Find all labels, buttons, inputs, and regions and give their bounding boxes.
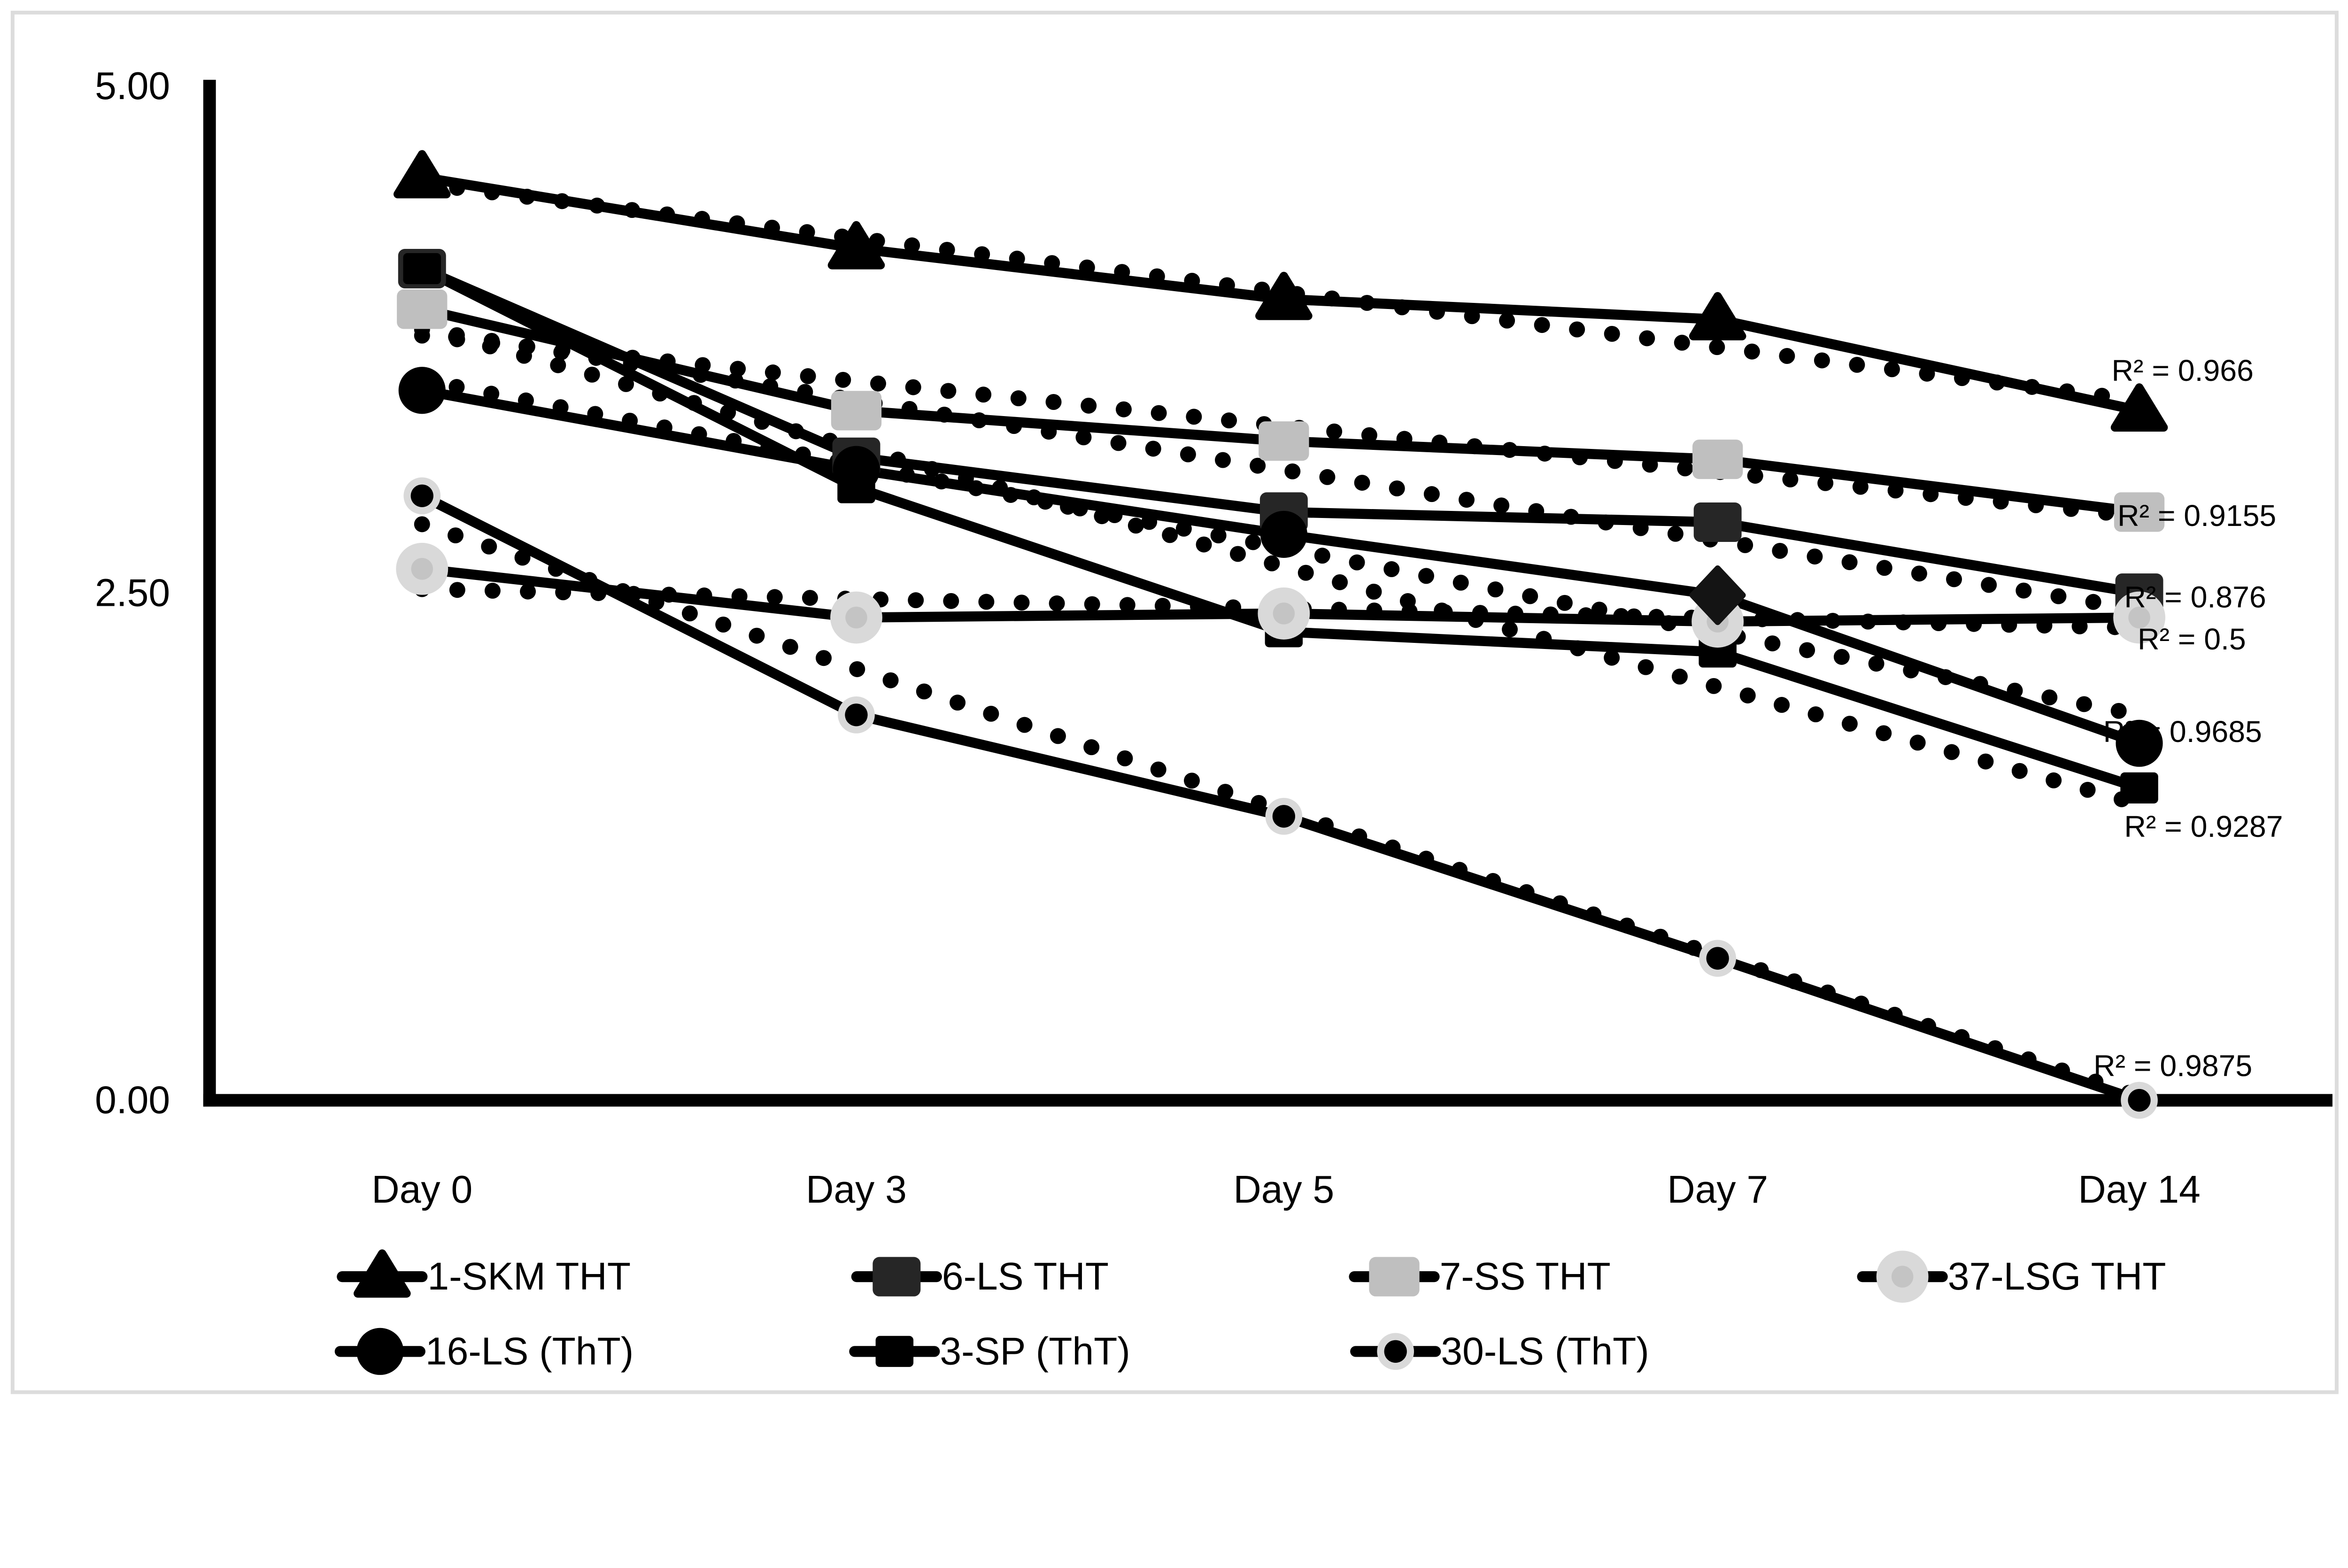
r2-annotation-30-LS (ThT): R² = 0.9875	[2093, 1049, 2252, 1083]
legend-label-30-LS (ThT): 30-LS (ThT)	[1441, 1330, 1649, 1373]
marker-1-SKM THT-Day 5	[1255, 271, 1313, 320]
marker-16-LS (ThT)-Day 0	[398, 367, 446, 414]
r2-annotation-7-SS THT: R² = 0.9155	[2117, 499, 2276, 533]
y-axis-line	[203, 79, 216, 1107]
marker-30-LS (ThT)-Day 3	[838, 696, 875, 734]
marker-16-LS (ThT)-Day 5	[1260, 510, 1307, 558]
marker-legend-3-SP (ThT)	[875, 1336, 914, 1367]
marker-legend-37-LSG THT	[1876, 1251, 1929, 1303]
r-squared-annotations: R² = 0.966 R² = 0.876 R² = 0.9155 R² = 0.5 R…	[2093, 354, 2283, 1083]
figure-border	[10, 10, 2339, 1394]
marker-7-SS THT-Day 14	[2114, 492, 2165, 532]
chart-legend: 1-SKM THT 6-LS THT 7-SS THT 37-LSG THT 16-LS…	[334, 1249, 2166, 1375]
marker-1-SKM THT-Day 0	[393, 150, 451, 199]
legend-label-16-LS (ThT): 16-LS (ThT)	[425, 1330, 633, 1373]
marker-7-SS THT-Day 5	[1259, 421, 1309, 461]
marker-7-SS THT-Day 0	[397, 289, 448, 329]
marker-1-SKM THT-Day 3	[827, 221, 885, 270]
legend-item-7-SS THT: 7-SS THT	[1349, 1255, 1611, 1298]
x-category-label-Day 5: Day 5	[1233, 1168, 1334, 1211]
legend-item-30-LS (ThT): 30-LS (ThT)	[1350, 1330, 1649, 1373]
marker-37-LSG THT-Day 5	[1258, 587, 1310, 640]
marker-37-LSG THT-Day 3	[830, 591, 882, 644]
marker-30-LS (ThT)-Day 0	[403, 477, 441, 515]
legend-label-37-LSG THT: 37-LSG THT	[1948, 1255, 2166, 1298]
x-axis-line	[203, 1094, 2333, 1107]
marker-30-LS (ThT)-Day 5	[1265, 797, 1303, 835]
marker-legend-30-LS (ThT)	[1377, 1333, 1414, 1370]
r2-annotation-6-LS THT: R² = 0.876	[2124, 580, 2266, 614]
marker-16-LS (ThT)-Day 14	[2116, 719, 2163, 767]
marker-legend-7-SS THT	[1369, 1257, 1420, 1297]
marker-37-LSG THT-Day 0	[396, 542, 448, 595]
x-category-label-Day 14: Day 14	[2078, 1168, 2201, 1211]
legend-item-6-LS THT: 6-LS THT	[851, 1255, 1109, 1298]
y-axis-tick-labels: 5.00 2.50 0.00	[95, 65, 170, 1122]
marker-6-LS THT-Day 7	[1693, 502, 1742, 542]
marker-1-SKM THT-Day 14	[2110, 383, 2168, 432]
legend-item-16-LS (ThT): 16-LS (ThT)	[334, 1328, 633, 1375]
figure-background	[0, 0, 2348, 1402]
marker-legend-1-SKM THT	[353, 1249, 411, 1298]
legend-label-6-LS THT: 6-LS THT	[942, 1255, 1109, 1298]
marker-30-LS (ThT)-Day 7	[1699, 940, 1737, 977]
y-tick-label-2.50: 2.50	[95, 572, 170, 615]
x-axis-category-labels: Day 0 Day 3 Day 5 Day 7 Day 14	[371, 1168, 2201, 1211]
y-tick-label-5.00: 5.00	[95, 65, 170, 108]
marker-7-SS THT-Day 7	[1692, 440, 1743, 479]
marker-1-SKM THT-Day 7	[1689, 292, 1746, 340]
chart-figure: 5.00 2.50 0.00 Day 0 Day 3 Day 5 Day 7 Day 14 …	[0, 0, 2348, 1402]
marker-legend-6-LS THT	[873, 1257, 921, 1297]
marker-3-SP (ThT)-Day 0	[403, 253, 441, 285]
line-chart-canvas: 5.002.500.00 Day 0 Day 3 Day 5 Day 7 Day 14 …	[0, 0, 2348, 1402]
data-point-markers-group	[393, 150, 2168, 1119]
trendline-37-LSG THT	[414, 581, 2154, 636]
marker-16-LS (ThT)-Day 3	[833, 446, 880, 493]
x-category-label-Day 3: Day 3	[806, 1168, 907, 1211]
marker-3-SP (ThT)-Day 14	[2120, 772, 2158, 803]
x-category-label-Day 7: Day 7	[1667, 1168, 1768, 1211]
r2-annotation-1-SKM THT: R² = 0.966	[2112, 354, 2254, 387]
r2-annotation-3-SP (ThT): R² = 0.9287	[2124, 810, 2283, 843]
marker-30-LS (ThT)-Day 14	[2121, 1081, 2158, 1119]
legend-item-1-SKM THT: 1-SKM THT	[337, 1249, 631, 1298]
legend-item-37-LSG THT: 37-LSG THT	[1857, 1251, 2166, 1303]
legend-item-3-SP (ThT): 3-SP (ThT)	[849, 1330, 1130, 1373]
y-tick-label-0.00: 0.00	[95, 1079, 170, 1122]
marker-37-LSG THT-Day 14	[2113, 591, 2165, 644]
r2-annotation-37-LSG THT: R² = 0.5	[2138, 622, 2246, 656]
trendline-7-SS THT	[414, 327, 2154, 525]
marker-16-LS (ThT)-Day 7	[1689, 565, 1746, 626]
legend-label-3-SP (ThT): 3-SP (ThT)	[940, 1330, 1130, 1373]
x-category-label-Day 0: Day 0	[371, 1168, 472, 1211]
legend-label-1-SKM THT: 1-SKM THT	[427, 1255, 631, 1298]
legend-label-7-SS THT: 7-SS THT	[1440, 1255, 1611, 1298]
marker-legend-16-LS (ThT)	[356, 1328, 404, 1375]
marker-7-SS THT-Day 3	[831, 391, 882, 431]
r2-annotation-16-LS (ThT): R² = 0.9685	[2103, 715, 2262, 749]
